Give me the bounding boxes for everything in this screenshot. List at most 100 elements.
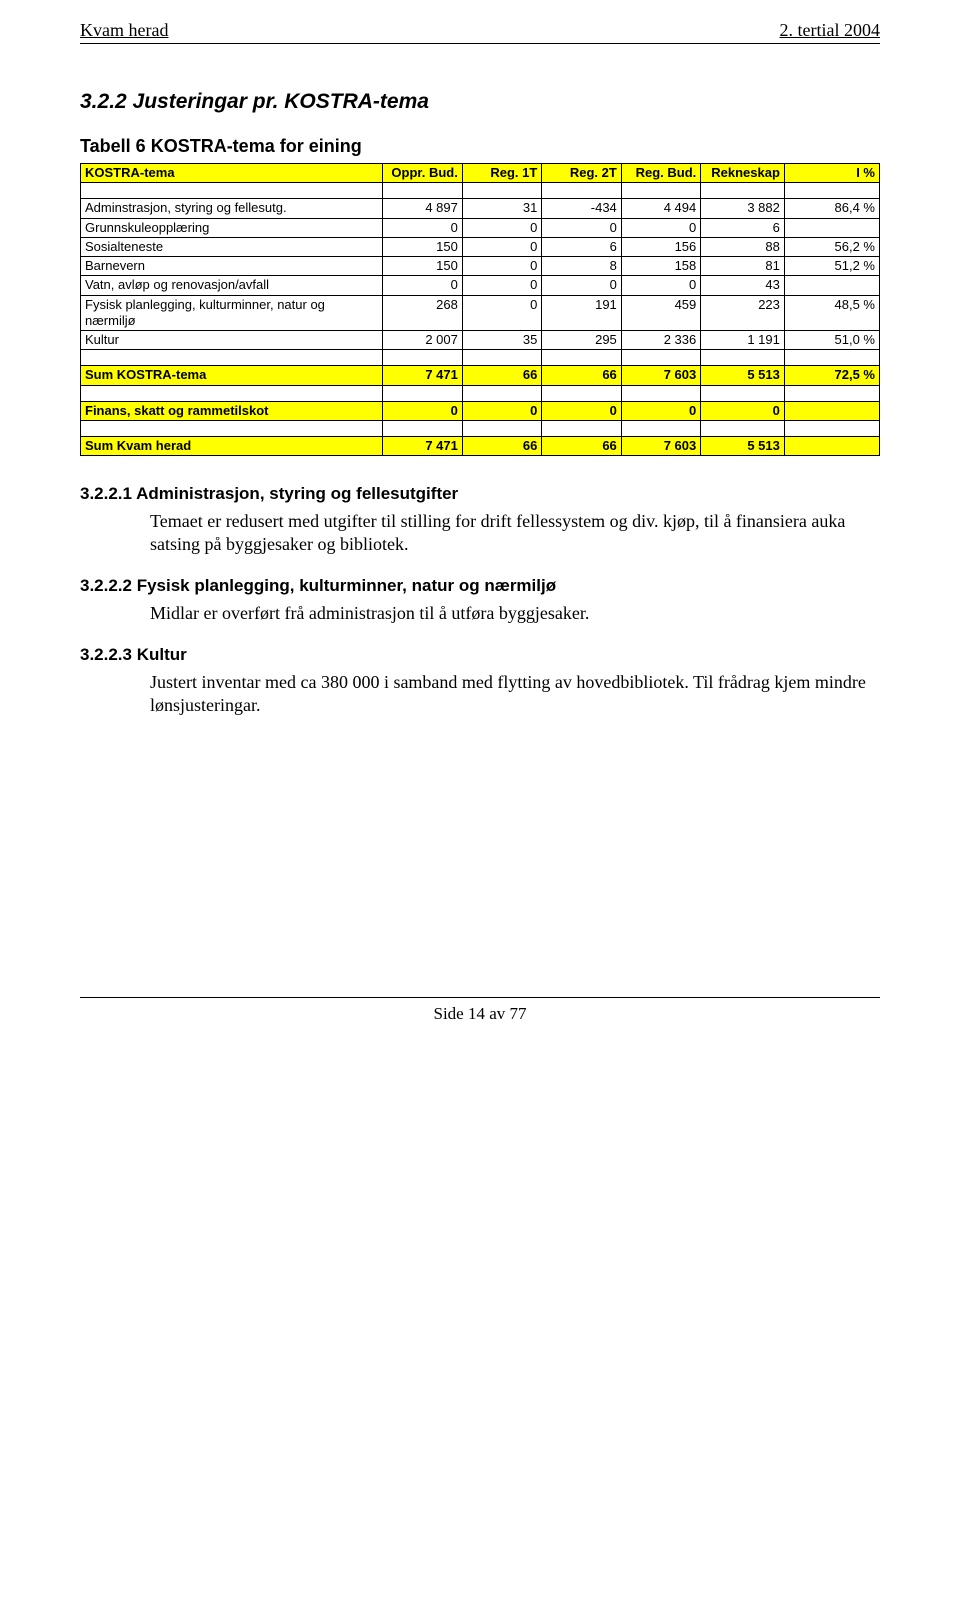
cell [784, 276, 879, 295]
col-header: Reg. Bud. [621, 164, 700, 183]
cell: 7 471 [383, 366, 462, 385]
cell-label: Fysisk planlegging, kulturminner, natur … [81, 295, 383, 331]
table-sum-row: Sum KOSTRA-tema 7 471 66 66 7 603 5 513 … [81, 366, 880, 385]
cell: -434 [542, 199, 621, 218]
cell: 0 [462, 257, 541, 276]
cell: 35 [462, 331, 541, 350]
subsection-title-1: 3.2.2.1 Administrasjon, styring og felle… [80, 484, 880, 504]
page-footer: Side 14 av 77 [80, 997, 880, 1024]
cell: 0 [462, 276, 541, 295]
cell: 0 [701, 401, 785, 420]
table-row: Fysisk planlegging, kulturminner, natur … [81, 295, 880, 331]
col-header: Rekneskap [701, 164, 785, 183]
subsection-text-1: Temaet er redusert med utgifter til stil… [150, 510, 880, 556]
cell: 5 513 [701, 436, 785, 455]
cell-label: Vatn, avløp og renovasjon/avfall [81, 276, 383, 295]
col-header: Reg. 2T [542, 164, 621, 183]
col-header: Reg. 1T [462, 164, 541, 183]
cell: 150 [383, 237, 462, 256]
cell: 150 [383, 257, 462, 276]
cell: 5 513 [701, 366, 785, 385]
table-spacer [81, 385, 880, 401]
cell [784, 436, 879, 455]
cell: 0 [462, 401, 541, 420]
cell [784, 218, 879, 237]
cell: 51,2 % [784, 257, 879, 276]
cell: 295 [542, 331, 621, 350]
cell-label: Kultur [81, 331, 383, 350]
table-finans-row: Finans, skatt og rammetilskot 0 0 0 0 0 [81, 401, 880, 420]
cell: 88 [701, 237, 785, 256]
cell: 66 [542, 366, 621, 385]
cell: 66 [542, 436, 621, 455]
cell-label: Finans, skatt og rammetilskot [81, 401, 383, 420]
cell: 66 [462, 366, 541, 385]
cell-label: Barnevern [81, 257, 383, 276]
table-total-row: Sum Kvam herad 7 471 66 66 7 603 5 513 [81, 436, 880, 455]
cell: 51,0 % [784, 331, 879, 350]
cell: 0 [462, 295, 541, 331]
cell: 7 603 [621, 436, 700, 455]
subsection-title-2: 3.2.2.2 Fysisk planlegging, kulturminner… [80, 576, 880, 596]
cell: 86,4 % [784, 199, 879, 218]
col-header: KOSTRA-tema [81, 164, 383, 183]
table-row: Vatn, avløp og renovasjon/avfall 0 0 0 0… [81, 276, 880, 295]
cell: 268 [383, 295, 462, 331]
table-row: Kultur 2 007 35 295 2 336 1 191 51,0 % [81, 331, 880, 350]
cell: 0 [383, 276, 462, 295]
cell: 1 191 [701, 331, 785, 350]
cell-label: Sosialteneste [81, 237, 383, 256]
cell: 81 [701, 257, 785, 276]
cell: 191 [542, 295, 621, 331]
col-header: I % [784, 164, 879, 183]
page-number: Side 14 av 77 [433, 1004, 526, 1023]
cell: 56,2 % [784, 237, 879, 256]
header-left: Kvam herad [80, 20, 168, 41]
subsection-text-3: Justert inventar med ca 380 000 i samban… [150, 671, 880, 717]
cell-label: Sum KOSTRA-tema [81, 366, 383, 385]
table-row: Barnevern 150 0 8 158 81 51,2 % [81, 257, 880, 276]
subsection-title-3: 3.2.2.3 Kultur [80, 645, 880, 665]
cell: 0 [462, 218, 541, 237]
cell: 8 [542, 257, 621, 276]
cell: 43 [701, 276, 785, 295]
col-header: Oppr. Bud. [383, 164, 462, 183]
kostra-table: KOSTRA-tema Oppr. Bud. Reg. 1T Reg. 2T R… [80, 163, 880, 456]
cell: 0 [542, 276, 621, 295]
cell: 223 [701, 295, 785, 331]
cell: 0 [383, 218, 462, 237]
table-row: Sosialteneste 150 0 6 156 88 56,2 % [81, 237, 880, 256]
cell-label: Adminstrasjon, styring og fellesutg. [81, 199, 383, 218]
cell: 7 471 [383, 436, 462, 455]
cell: 0 [542, 218, 621, 237]
subsection-text-2: Midlar er overført frå administrasjon ti… [150, 602, 880, 625]
cell: 0 [621, 401, 700, 420]
cell: 72,5 % [784, 366, 879, 385]
cell: 459 [621, 295, 700, 331]
cell [784, 401, 879, 420]
cell: 6 [701, 218, 785, 237]
cell: 66 [462, 436, 541, 455]
page-header: Kvam herad 2. tertial 2004 [80, 20, 880, 44]
cell: 31 [462, 199, 541, 218]
table-spacer [81, 420, 880, 436]
header-right: 2. tertial 2004 [780, 20, 880, 41]
cell: 0 [621, 276, 700, 295]
cell: 0 [462, 237, 541, 256]
cell: 0 [383, 401, 462, 420]
cell: 2 336 [621, 331, 700, 350]
cell: 0 [542, 401, 621, 420]
table-header-row: KOSTRA-tema Oppr. Bud. Reg. 1T Reg. 2T R… [81, 164, 880, 183]
table-spacer [81, 183, 880, 199]
cell: 3 882 [701, 199, 785, 218]
table-row: Adminstrasjon, styring og fellesutg. 4 8… [81, 199, 880, 218]
cell: 158 [621, 257, 700, 276]
table-spacer [81, 350, 880, 366]
cell: 4 897 [383, 199, 462, 218]
table-caption: Tabell 6 KOSTRA-tema for eining [80, 136, 880, 157]
cell: 0 [621, 218, 700, 237]
section-title: 3.2.2 Justeringar pr. KOSTRA-tema [80, 90, 880, 114]
cell-label: Sum Kvam herad [81, 436, 383, 455]
table-row: Grunnskuleopplæring 0 0 0 0 6 [81, 218, 880, 237]
cell: 7 603 [621, 366, 700, 385]
